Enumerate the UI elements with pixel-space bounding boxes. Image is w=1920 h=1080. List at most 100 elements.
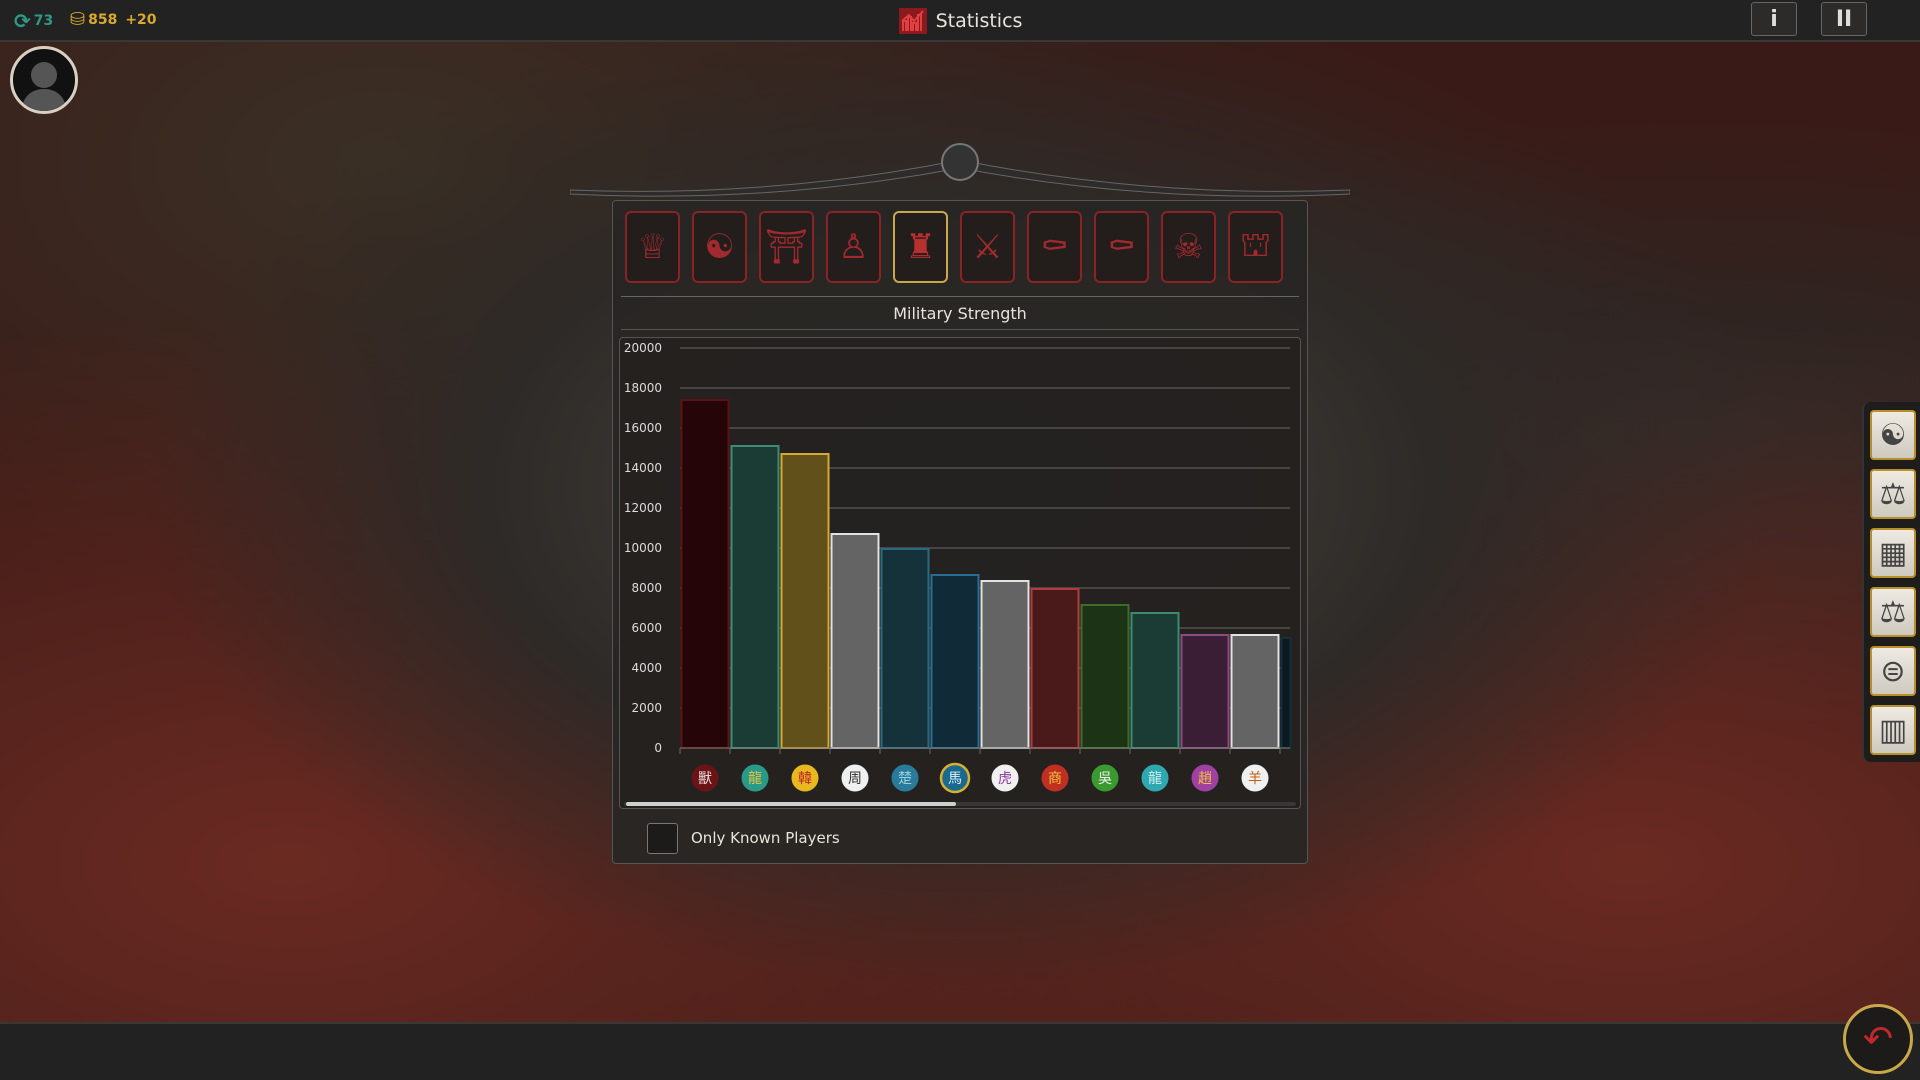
y-tick-label: 12000: [624, 501, 662, 515]
y-tick-label: 6000: [631, 621, 662, 635]
player-avatar[interactable]: [10, 46, 78, 114]
tab-score[interactable]: ♕: [625, 211, 680, 283]
tab-deaths[interactable]: ☠: [1161, 211, 1216, 283]
soldier-icon: ♜: [905, 227, 936, 267]
bar[interactable]: [830, 533, 880, 749]
player-emblem[interactable]: [1140, 763, 1170, 793]
sidebar-button-compass[interactable]: ⚖: [1870, 469, 1916, 519]
portrait-icon: [21, 62, 67, 111]
tab-wonders[interactable]: ⛫: [1228, 211, 1283, 283]
sidebar-button-shou-emblem[interactable]: ⊜: [1870, 646, 1916, 696]
bar[interactable]: [880, 548, 930, 749]
gold-income: +20: [125, 11, 157, 28]
page-title: Statistics: [0, 7, 1920, 35]
player-emblem[interactable]: [690, 763, 720, 793]
y-tick-label: 8000: [631, 581, 662, 595]
y-tick-label: 20000: [624, 341, 662, 355]
player-emblem[interactable]: [1240, 763, 1270, 793]
statistics-panel: ♕ ☯ ⛩ ♙ ♜ ⚔ ⚰ ⚰ ☠ ⛫ Military Strength 0 2000 4000 60…: [612, 200, 1308, 864]
emblem-glyph: 趙: [1198, 771, 1212, 787]
tab-cities[interactable]: ⛩: [759, 211, 814, 283]
title-text: Statistics: [935, 10, 1023, 32]
back-button[interactable]: ↶: [1843, 1004, 1913, 1074]
scales-icon: ⚖: [1879, 594, 1907, 630]
info-icon: i: [1770, 6, 1778, 32]
player-emblem[interactable]: [1190, 763, 1220, 793]
sidebar-button-scales[interactable]: ⚖: [1870, 587, 1916, 637]
emblem-glyph: 韓: [798, 771, 812, 787]
turn-cycle-icon: ⟳: [14, 9, 31, 33]
sidebar-button-statistics[interactable]: ▥: [1870, 705, 1916, 755]
chart-title: Military Strength: [621, 296, 1299, 330]
player-emblem[interactable]: [740, 763, 770, 793]
bar[interactable]: [1080, 604, 1130, 749]
pagoda-city-icon: ⛩: [764, 227, 809, 267]
fallen-soldier-2-icon: ⚰: [1107, 227, 1136, 267]
skull-icon: ☠: [1173, 227, 1204, 267]
tab-culture[interactable]: ☯: [692, 211, 747, 283]
back-arrow-icon: ↶: [1862, 1018, 1894, 1060]
emblem-glyph: 馬: [948, 771, 962, 787]
statistics-icon: [898, 8, 927, 34]
bar[interactable]: [780, 453, 830, 749]
gold-amount: 858: [88, 11, 118, 28]
y-tick-label: 16000: [624, 421, 662, 435]
yin-yang-icon: ☯: [1879, 417, 1907, 453]
tab-units-lost[interactable]: ⚰: [1094, 211, 1149, 283]
emblem-glyph: 龍: [1148, 770, 1162, 787]
right-sidebar: ☯ ⚖ ▦ ⚖ ⊜ ▥: [1862, 402, 1920, 762]
trophy-icon: ♕: [637, 227, 668, 267]
player-emblem[interactable]: [939, 762, 971, 794]
compass-icon: ⚖: [1879, 476, 1907, 512]
roof-ornament: [570, 143, 1350, 197]
player-emblem[interactable]: [990, 763, 1020, 793]
gold-counter: ⛁ 858 +20: [70, 9, 157, 30]
bar[interactable]: [1180, 634, 1230, 749]
crossed-swords-icon: ⚔: [972, 227, 1003, 267]
emblem-glyph: 周: [848, 771, 862, 787]
fallen-soldier-icon: ⚰: [1040, 227, 1069, 267]
emblem-glyph: 獸: [698, 771, 712, 787]
tab-battles[interactable]: ⚔: [960, 211, 1015, 283]
emblem-glyph: 龍: [748, 770, 762, 787]
statistics-icon: ▥: [1878, 712, 1908, 748]
palace-icon: ⛫: [1239, 224, 1272, 265]
shou-emblem-icon: ⊜: [1880, 653, 1906, 689]
scrollbar-thumb[interactable]: [626, 802, 956, 806]
player-emblem[interactable]: [890, 763, 920, 793]
military-strength-chart: 0 2000 4000 6000 8000 10000 12000 14000 16000 180…: [624, 341, 1296, 806]
player-emblem[interactable]: [790, 763, 820, 793]
turn-counter: ⟳ 73: [14, 9, 53, 33]
bar[interactable]: [1130, 612, 1180, 749]
bar[interactable]: [680, 399, 730, 749]
category-tabs: ♕ ☯ ⛩ ♙ ♜ ⚔ ⚰ ⚰ ☠ ⛫: [625, 211, 1283, 283]
tab-population[interactable]: ♙: [826, 211, 881, 283]
only-known-players-label: Only Known Players: [691, 829, 840, 847]
emblem-glyph: 吳: [1098, 771, 1112, 787]
bar[interactable]: [730, 445, 780, 749]
sidebar-button-seal[interactable]: ▦: [1870, 528, 1916, 578]
chart-area: 0 2000 4000 6000 8000 10000 12000 14000 16000 180…: [619, 337, 1301, 809]
bar[interactable]: [930, 574, 980, 749]
info-button[interactable]: i: [1751, 2, 1797, 36]
bar[interactable]: [1280, 637, 1292, 749]
yin-yang-laurel-icon: ☯: [704, 227, 735, 267]
tab-military-strength[interactable]: ♜: [893, 211, 948, 283]
player-emblem[interactable]: [1090, 763, 1120, 793]
player-emblem[interactable]: [1040, 763, 1070, 793]
emblem-glyph: 楚: [898, 771, 912, 787]
seal-icon: ▦: [1878, 535, 1908, 571]
y-tick-label: 18000: [624, 381, 662, 395]
top-bar: ⟳ 73 ⛁ 858 +20 Statistics i II: [0, 0, 1920, 42]
bar[interactable]: [980, 580, 1030, 749]
sidebar-button-yin-yang[interactable]: ☯: [1870, 410, 1916, 460]
bar[interactable]: [1230, 634, 1280, 749]
tab-units-killed[interactable]: ⚰: [1027, 211, 1082, 283]
player-emblem[interactable]: [840, 763, 870, 793]
emblem-glyph: 虎: [998, 771, 1012, 787]
y-tick-label: 2000: [631, 701, 662, 715]
bar[interactable]: [1030, 588, 1080, 749]
y-tick-label: 4000: [631, 661, 662, 675]
pause-button[interactable]: II: [1821, 2, 1867, 36]
only-known-players-checkbox[interactable]: [647, 823, 678, 854]
